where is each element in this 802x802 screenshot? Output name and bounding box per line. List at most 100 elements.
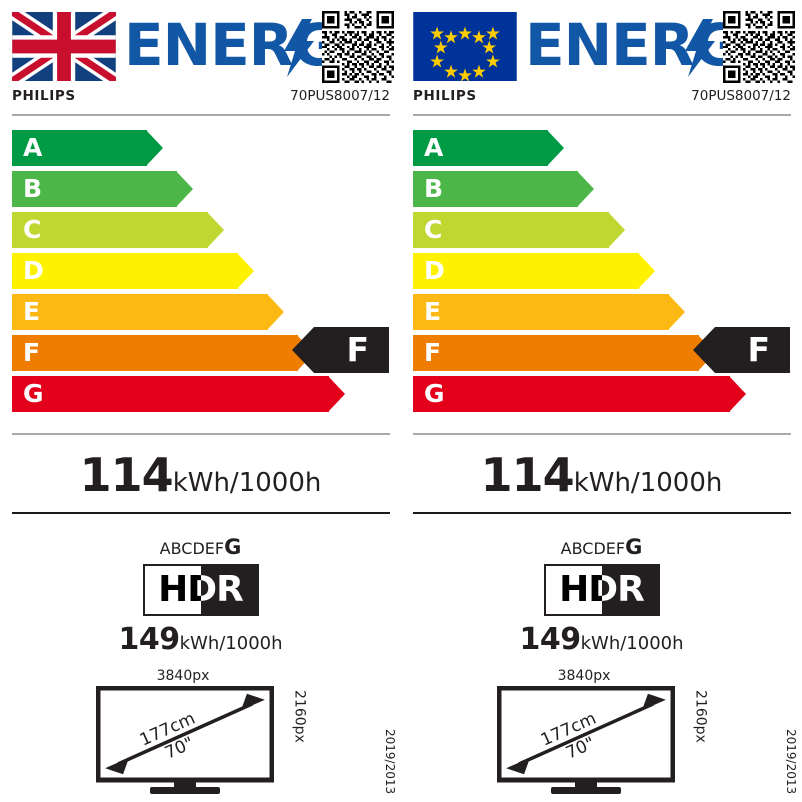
hdr-block: ABCDEFG HDR HDR 149kWh/1000h [401,535,802,657]
grade-tip-e [267,294,285,330]
grade-tip-b [577,171,595,207]
hdr-logo: HDR HDR [543,564,660,616]
rating-badge: F [292,327,389,373]
brand-name: PHILIPS [413,88,477,104]
grade-letter-e: E [23,297,41,326]
rating-badge-shape [693,327,790,373]
hdr-block: ABCDEFG HDR HDR 149kWh/1000h [0,535,401,657]
energy-label-panel-eu: ENERG [401,0,802,802]
brand-row: PHILIPS 70PUS8007/12 [12,88,390,112]
rating-badge: F [693,327,790,373]
hdr-consumption-unit: kWh/1000h [580,633,684,654]
grade-tip-a [146,130,164,166]
regulation-reference: 2019/2013 [383,728,397,794]
grade-row-a: A [413,130,565,166]
hdr-logo-text-light: HDR [559,569,645,610]
grade-bar-b [413,171,579,207]
grade-tip-c [206,212,224,248]
hdr-scale-label: ABCDEFG [0,535,401,559]
label-header: ENERG [413,8,795,86]
grade-tip-a [547,130,565,166]
hdr-consumption-value: 149 [118,622,180,657]
grade-row-a: A [12,130,164,166]
grade-bar-b [12,171,178,207]
screen-height-px: 2160px [291,690,308,743]
grade-row-g: G [12,376,345,412]
grade-bar-g [413,376,730,412]
divider-low [413,512,791,514]
regulation-reference: 2019/2013 [784,728,798,794]
grade-letter-b: B [23,174,43,203]
grade-letter-b: B [424,174,444,203]
divider-mid [413,433,791,435]
hdr-scale-label: ABCDEFG [401,535,802,559]
grade-bar-e [413,294,670,330]
grade-letter-e: E [424,297,442,326]
energy-consumption: 114kWh/1000h [401,448,802,502]
hdr-scale-grade: G [625,535,643,559]
grade-letter-c: C [424,215,443,244]
brand-row: PHILIPS 70PUS8007/12 [413,88,791,112]
screen-height-px: 2160px [692,690,709,743]
label-header: ENERG [12,8,394,86]
grade-bar-c [12,212,208,248]
model-number: 70PUS8007/12 [290,88,390,104]
hdr-logo-clip: HDR [201,566,257,614]
divider-low [12,512,390,514]
hdr-logo-dark-half [601,566,658,614]
hdr-scale-prefix: ABCDEF [560,539,626,558]
divider-mid [12,433,390,435]
grade-tip-d [637,253,655,289]
grade-bar-d [12,253,238,289]
qr-code [723,11,795,83]
consumption-unit: kWh/1000h [172,468,322,498]
grade-row-e: E [12,294,285,330]
hdr-logo: HDR HDR [142,564,259,616]
grade-letter-g: G [23,379,44,408]
grade-bar-d [413,253,639,289]
grade-row-f: F [413,335,716,371]
grade-bar-a [12,130,148,166]
grade-row-d: D [413,253,655,289]
grade-bar-e [12,294,269,330]
grade-row-e: E [413,294,686,330]
energ-wordmark: ENERG [525,11,725,79]
grade-bar-g [12,376,329,412]
consumption-value: 114 [480,448,575,502]
energy-label-panel-uk: ENERG [0,8,401,798]
grade-letter-c: C [23,215,42,244]
energy-scale: A B C D [12,130,390,420]
lightning-bolt-icon [284,19,314,77]
grade-tip-b [176,171,194,207]
grade-row-c: C [12,212,224,248]
hdr-consumption-unit: kWh/1000h [179,633,283,654]
hdr-logo-clip: HDR [602,566,658,614]
grade-letter-a: A [23,133,43,162]
qr-code [322,11,394,83]
tv-outline-icon: 177cm 70" [95,686,274,794]
grade-row-b: B [413,171,595,207]
brand-name: PHILIPS [12,88,76,104]
tv-outline-icon: 177cm 70" [496,686,675,794]
grade-bar-c [413,212,609,248]
eu-flag-icon [413,12,517,81]
hdr-consumption: 149kWh/1000h [0,622,401,657]
grade-tip-e [668,294,686,330]
grade-letter-d: D [23,256,44,285]
screen-spec-diagram: 3840px 2160px 177cm 70" [0,668,401,798]
screen-spec-diagram: 3840px 2160px 177cm 70" [401,668,802,798]
consumption-value: 114 [79,448,174,502]
grade-letter-f: F [424,338,442,367]
grade-tip-g [728,376,746,412]
model-number: 70PUS8007/12 [691,88,791,104]
grade-letter-d: D [424,256,445,285]
rating-letter: F [747,330,770,369]
hdr-logo-dark-half [200,566,257,614]
consumption-unit: kWh/1000h [573,468,723,498]
grade-row-c: C [413,212,625,248]
energ-wordmark: ENERG [124,11,324,79]
grade-letter-f: F [23,338,41,367]
grade-bar-f [413,335,700,371]
rating-badge-shape [292,327,389,373]
